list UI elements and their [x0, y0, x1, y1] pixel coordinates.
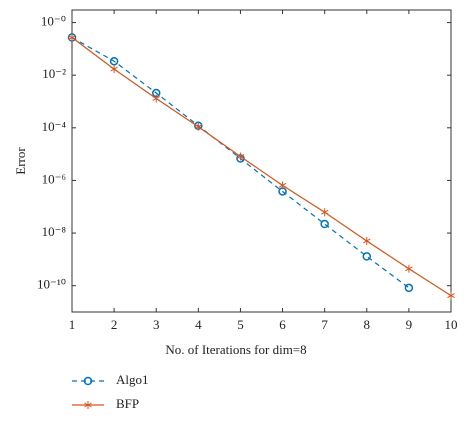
- marker: [320, 208, 329, 217]
- x-tick-label: 3: [153, 317, 160, 332]
- y-axis-label: Error: [13, 147, 28, 175]
- x-tick-label: 8: [364, 317, 371, 332]
- marker: [320, 219, 329, 229]
- legend-label: Algo1: [116, 372, 149, 387]
- marker: [278, 181, 287, 190]
- marker: [405, 264, 413, 273]
- marker: [152, 94, 160, 103]
- y-tick-label: 10⁻¹⁰: [37, 277, 66, 292]
- marker: [109, 56, 119, 66]
- x-tick-label: 5: [237, 317, 244, 332]
- plot-frame: [71, 9, 452, 313]
- marker: [194, 122, 203, 131]
- marker: [363, 236, 371, 245]
- series-line: [71, 37, 452, 297]
- x-tick-label: 6: [279, 317, 286, 332]
- marker: [68, 33, 76, 42]
- y-tick-label: 10⁻²: [42, 66, 66, 81]
- y-tick-label: 10⁻⁰: [41, 14, 66, 29]
- marker: [110, 65, 118, 74]
- x-tick-label: 9: [406, 317, 413, 332]
- y-tick-label: 10⁻⁸: [42, 224, 67, 239]
- x-tick-label: 1: [69, 317, 76, 332]
- x-axis-label: No. of Iterations for dim=8: [165, 342, 306, 357]
- marker: [236, 152, 245, 161]
- marker: [84, 401, 92, 409]
- marker: [404, 283, 414, 293]
- marker: [362, 252, 372, 261]
- marker: [447, 291, 455, 300]
- y-tick-label: 10⁻⁶: [42, 171, 66, 186]
- legend-label: BFP: [116, 396, 139, 411]
- marker: [83, 376, 93, 386]
- x-tick-label: 4: [195, 317, 202, 332]
- y-tick-label: 10⁻⁴: [42, 119, 67, 134]
- x-tick-label: 2: [111, 317, 118, 332]
- x-tick-label: 7: [321, 317, 328, 332]
- x-tick-label: 10: [445, 317, 458, 332]
